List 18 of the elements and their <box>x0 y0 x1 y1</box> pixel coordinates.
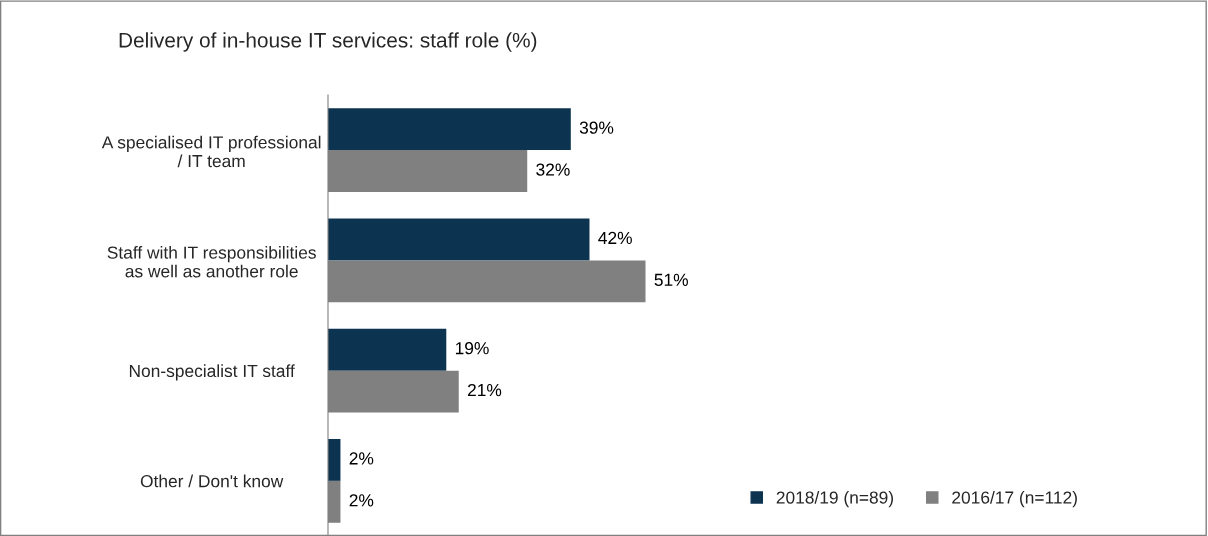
data-label: 51% <box>654 273 688 286</box>
y-tick-label: A specialised IT professional / IT team <box>101 135 321 168</box>
data-label: 39% <box>579 121 614 134</box>
data-label: 19% <box>455 342 489 355</box>
chart-title: Delivery of in-house IT services: staff role (%) <box>119 32 537 52</box>
legend-label: 2016/17 (n=112) <box>952 490 1077 508</box>
data-label: 2% <box>349 494 374 507</box>
data-label: 21% <box>467 383 502 397</box>
data-label: 32% <box>536 163 570 176</box>
y-tick-label: Other / Don't know <box>140 474 284 488</box>
legend-label: 2018/19 (n=89) <box>776 490 893 508</box>
data-label: 2% <box>349 452 374 465</box>
bar <box>328 218 590 261</box>
bar <box>328 108 571 151</box>
y-tick-label: Staff with IT responsibilities as well as another role <box>107 245 316 278</box>
data-label: 42% <box>598 231 632 245</box>
bar <box>328 328 447 371</box>
y-tick-label: Non-specialist IT staff <box>129 364 295 381</box>
